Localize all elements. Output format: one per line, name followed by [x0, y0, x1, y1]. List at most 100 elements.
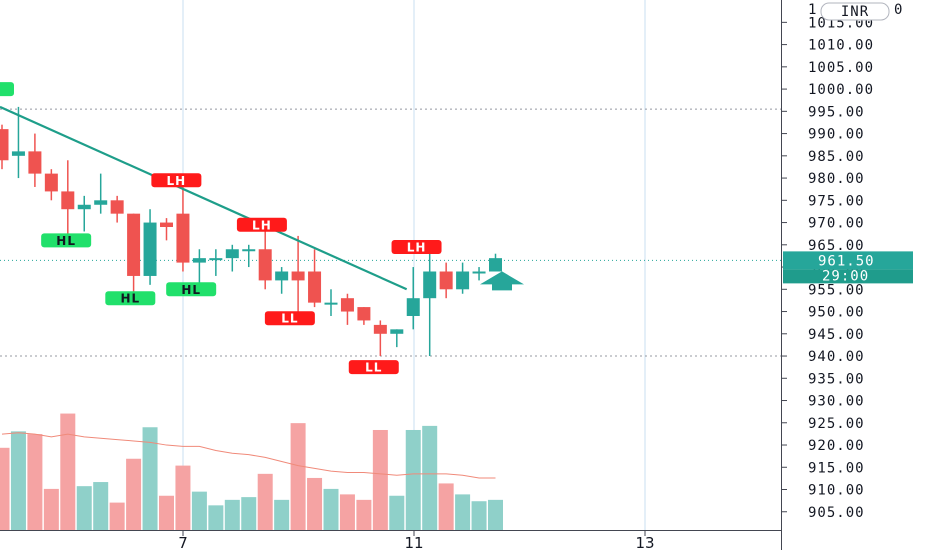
pivot-label-box — [166, 282, 217, 297]
candle-body — [110, 200, 124, 214]
candle-body — [209, 258, 223, 261]
volume-ma-line — [1, 432, 496, 479]
price-tick-label: 930.00 — [808, 394, 865, 410]
up-arrow-icon — [480, 271, 524, 291]
candle-body — [44, 173, 58, 192]
volume-bar — [159, 495, 174, 530]
candle-body — [324, 302, 338, 305]
price-tick-label: 990.00 — [808, 127, 865, 143]
pivot-label-lh: LH — [151, 173, 202, 188]
pivot-label-ll: LL — [348, 360, 399, 375]
price-tick-label: 980.00 — [808, 171, 865, 187]
pivot-label-box — [105, 291, 156, 306]
price-tick-label: 925.00 — [808, 416, 865, 432]
volume-bar — [43, 488, 59, 530]
volume-bar — [422, 425, 438, 530]
up-arrow-shape — [480, 271, 524, 291]
candle-body — [160, 222, 173, 228]
trendline[interactable] — [0, 82, 408, 291]
candle-body — [192, 258, 206, 263]
price-tick-label: 935.00 — [808, 371, 865, 387]
volume-bar — [175, 465, 191, 530]
volume-bars — [0, 413, 503, 530]
volume-bar — [191, 491, 207, 530]
pivot-label-text: LL — [281, 312, 298, 326]
candle-body — [225, 249, 239, 259]
candle-body — [176, 213, 190, 263]
volume-bar — [10, 431, 26, 530]
volume-moving-average — [1, 432, 496, 479]
pivot-label-hl: HL — [41, 233, 92, 248]
price-tick-label: 965.00 — [808, 238, 865, 254]
pivot-label-text: HL — [56, 234, 76, 248]
price-tick-label-partial: 1 — [808, 2, 817, 18]
volume-bar — [60, 413, 76, 530]
time-tick-label: 7 — [178, 534, 188, 550]
pivot-label-lh: LH — [391, 240, 442, 255]
candle-body — [373, 324, 387, 334]
volume-bar — [307, 477, 323, 530]
currency-badge-label: INR — [841, 4, 869, 20]
volume-bar — [471, 501, 487, 530]
pivot-label-hl: HL — [166, 282, 217, 297]
price-tick-label: 1010.00 — [808, 38, 874, 54]
candle-body — [439, 271, 453, 290]
price-tick-label: 985.00 — [808, 149, 865, 165]
currency-badge[interactable]: INR — [820, 2, 890, 21]
time-tick-label: 13 — [635, 534, 654, 550]
trendline-segment — [0, 105, 408, 291]
price-tick-label: 1005.00 — [808, 60, 874, 76]
volume-bar — [0, 447, 10, 530]
candle-body — [275, 271, 289, 281]
grid-lines — [0, 0, 781, 530]
time-axis[interactable]: 7 11 13 — [178, 530, 655, 550]
candle-body — [390, 329, 404, 334]
price-tick-label: 945.00 — [808, 327, 865, 343]
volume-bar — [274, 499, 290, 530]
volume-bar — [93, 482, 109, 530]
volume-bar — [438, 483, 454, 530]
price-axis[interactable]: 1015.001010.001005.001000.00995.00990.00… — [781, 2, 903, 521]
volume-bar — [27, 434, 43, 530]
price-tick-label: 915.00 — [808, 460, 865, 476]
volume-bar — [290, 423, 306, 530]
price-tick-label: 950.00 — [808, 305, 865, 321]
candle-body — [0, 129, 9, 161]
candle-body — [11, 151, 25, 156]
candle-body — [456, 271, 470, 290]
trendline-handle-label — [0, 82, 14, 97]
pivot-label-hl: HL — [105, 291, 156, 306]
price-tick-label-partial-right: 0 — [894, 2, 903, 18]
candle-body — [406, 298, 420, 316]
pivot-label-text: LL — [365, 361, 382, 375]
price-tick-label: 975.00 — [808, 193, 865, 209]
candle-body — [291, 271, 305, 281]
pivot-label-text: LH — [407, 241, 427, 255]
candle-body — [28, 151, 42, 174]
pivot-label-text: HL — [181, 283, 201, 297]
time-tick-label: 11 — [404, 534, 423, 550]
pivot-label-box — [236, 217, 287, 232]
volume-bar — [76, 486, 92, 530]
volume-bar — [405, 429, 421, 530]
volume-bar — [109, 502, 125, 530]
volume-bar — [257, 473, 273, 530]
volume-bar — [455, 494, 471, 530]
volume-bar — [339, 494, 355, 530]
price-tick-label: 910.00 — [808, 483, 865, 499]
candle-body — [242, 249, 256, 252]
pivot-label-box — [264, 311, 315, 326]
pivot-label-box — [151, 173, 202, 188]
candle-body — [423, 271, 437, 299]
volume-bar — [126, 458, 142, 530]
pivot-label-text: LH — [252, 218, 272, 232]
price-tick-label: 920.00 — [808, 438, 865, 454]
candle-body — [61, 191, 75, 210]
candle-body — [143, 222, 157, 276]
price-tick-label: 970.00 — [808, 216, 865, 232]
pivot-label-text: LH — [167, 174, 187, 188]
volume-bar — [356, 499, 372, 530]
volume-bar — [224, 499, 240, 530]
